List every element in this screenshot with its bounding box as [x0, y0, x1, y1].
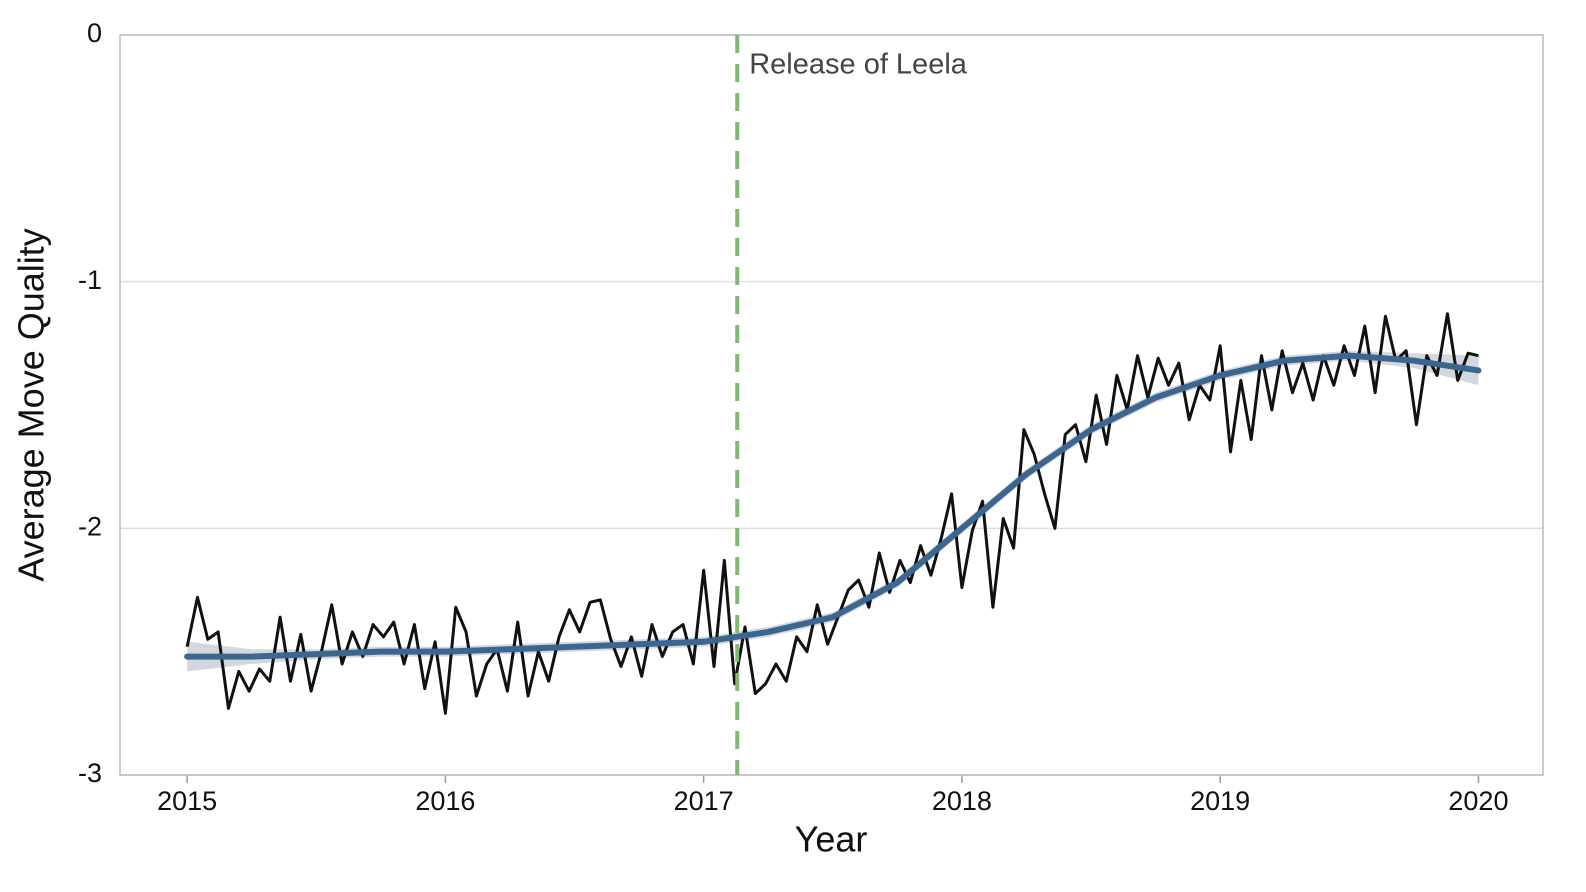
y-tick-label: -2: [78, 511, 102, 541]
trend-line: [184, 352, 1482, 660]
x-tick-label: 2019: [1190, 786, 1250, 816]
confidence-band: [187, 350, 1479, 672]
x-tick-label: 2020: [1448, 786, 1508, 816]
x-tick-label: 2018: [932, 786, 992, 816]
plot-frame: [119, 34, 1544, 776]
x-tick-label: 2017: [674, 786, 734, 816]
y-tick-label: -3: [78, 758, 102, 788]
y-tick-label: -1: [78, 265, 102, 295]
x-tick-label: 2015: [157, 786, 217, 816]
y-tick-label: 0: [87, 18, 102, 48]
annotation-text: Release of Leela: [749, 49, 968, 81]
x-tick-label: 2016: [415, 786, 475, 816]
x-axis-title: Year: [795, 819, 868, 860]
y-axis-title: Average Move Quality: [11, 228, 52, 582]
